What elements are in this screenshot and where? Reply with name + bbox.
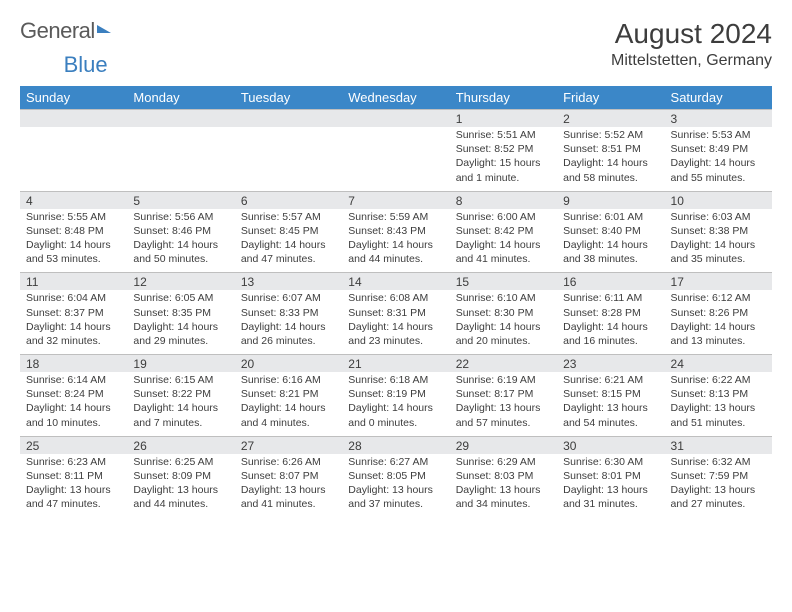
day-number-cell: 5: [127, 191, 234, 209]
week-daynum-row: 123: [20, 110, 772, 128]
day-info-cell: Sunrise: 6:00 AMSunset: 8:42 PMDaylight:…: [450, 209, 557, 273]
day-header: Wednesday: [342, 86, 449, 110]
week-info-row: Sunrise: 5:55 AMSunset: 8:48 PMDaylight:…: [20, 209, 772, 273]
week-info-row: Sunrise: 6:14 AMSunset: 8:24 PMDaylight:…: [20, 372, 772, 436]
day-info-cell: Sunrise: 6:27 AMSunset: 8:05 PMDaylight:…: [342, 454, 449, 518]
day-number-cell: 3: [665, 110, 772, 128]
day-info-cell: Sunrise: 5:56 AMSunset: 8:46 PMDaylight:…: [127, 209, 234, 273]
day-number-cell: [342, 110, 449, 128]
day-number-cell: 19: [127, 355, 234, 373]
day-info-cell: Sunrise: 6:32 AMSunset: 7:59 PMDaylight:…: [665, 454, 772, 518]
week-daynum-row: 18192021222324: [20, 355, 772, 373]
day-number-cell: 11: [20, 273, 127, 291]
day-info-cell: Sunrise: 6:07 AMSunset: 8:33 PMDaylight:…: [235, 290, 342, 354]
day-info-cell: Sunrise: 5:53 AMSunset: 8:49 PMDaylight:…: [665, 127, 772, 191]
day-number-cell: 31: [665, 436, 772, 454]
week-info-row: Sunrise: 6:23 AMSunset: 8:11 PMDaylight:…: [20, 454, 772, 518]
day-number-cell: [127, 110, 234, 128]
week-daynum-row: 11121314151617: [20, 273, 772, 291]
logo-text-blue: Blue: [64, 52, 108, 77]
day-number-cell: 29: [450, 436, 557, 454]
day-info-cell: Sunrise: 6:23 AMSunset: 8:11 PMDaylight:…: [20, 454, 127, 518]
day-number-cell: 22: [450, 355, 557, 373]
day-info-cell: Sunrise: 6:15 AMSunset: 8:22 PMDaylight:…: [127, 372, 234, 436]
day-header: Friday: [557, 86, 664, 110]
day-info-cell: Sunrise: 6:30 AMSunset: 8:01 PMDaylight:…: [557, 454, 664, 518]
day-number-cell: 25: [20, 436, 127, 454]
day-number-cell: 8: [450, 191, 557, 209]
week-daynum-row: 45678910: [20, 191, 772, 209]
day-info-cell: Sunrise: 6:12 AMSunset: 8:26 PMDaylight:…: [665, 290, 772, 354]
day-info-cell: Sunrise: 5:59 AMSunset: 8:43 PMDaylight:…: [342, 209, 449, 273]
day-info-cell: Sunrise: 6:05 AMSunset: 8:35 PMDaylight:…: [127, 290, 234, 354]
day-info-cell: Sunrise: 6:14 AMSunset: 8:24 PMDaylight:…: [20, 372, 127, 436]
logo-text-general: General: [20, 18, 95, 44]
day-info-cell: Sunrise: 6:29 AMSunset: 8:03 PMDaylight:…: [450, 454, 557, 518]
day-info-cell: Sunrise: 5:51 AMSunset: 8:52 PMDaylight:…: [450, 127, 557, 191]
day-info-cell: Sunrise: 6:11 AMSunset: 8:28 PMDaylight:…: [557, 290, 664, 354]
day-number-cell: 28: [342, 436, 449, 454]
day-number-cell: 14: [342, 273, 449, 291]
week-info-row: Sunrise: 5:51 AMSunset: 8:52 PMDaylight:…: [20, 127, 772, 191]
week-daynum-row: 25262728293031: [20, 436, 772, 454]
day-info-cell: Sunrise: 6:22 AMSunset: 8:13 PMDaylight:…: [665, 372, 772, 436]
day-number-cell: 24: [665, 355, 772, 373]
day-number-cell: 18: [20, 355, 127, 373]
day-info-cell: Sunrise: 5:57 AMSunset: 8:45 PMDaylight:…: [235, 209, 342, 273]
calendar-table: SundayMondayTuesdayWednesdayThursdayFrid…: [20, 86, 772, 517]
day-info-cell: [127, 127, 234, 191]
day-number-cell: 26: [127, 436, 234, 454]
day-number-cell: 6: [235, 191, 342, 209]
week-info-row: Sunrise: 6:04 AMSunset: 8:37 PMDaylight:…: [20, 290, 772, 354]
day-info-cell: Sunrise: 6:04 AMSunset: 8:37 PMDaylight:…: [20, 290, 127, 354]
day-number-cell: 30: [557, 436, 664, 454]
day-number-cell: 23: [557, 355, 664, 373]
day-info-cell: Sunrise: 6:21 AMSunset: 8:15 PMDaylight:…: [557, 372, 664, 436]
logo: General: [20, 18, 111, 44]
day-number-cell: 10: [665, 191, 772, 209]
location-label: Mittelstetten, Germany: [611, 52, 772, 70]
day-number-cell: 1: [450, 110, 557, 128]
day-info-cell: Sunrise: 6:19 AMSunset: 8:17 PMDaylight:…: [450, 372, 557, 436]
calendar-body: 123 Sunrise: 5:51 AMSunset: 8:52 PMDayli…: [20, 110, 772, 518]
day-header: Tuesday: [235, 86, 342, 110]
day-number-cell: 9: [557, 191, 664, 209]
day-number-cell: 21: [342, 355, 449, 373]
day-number-cell: 13: [235, 273, 342, 291]
calendar-page: General August 2024 Mittelstetten, Germa…: [0, 0, 792, 535]
day-number-cell: 2: [557, 110, 664, 128]
day-info-cell: Sunrise: 6:18 AMSunset: 8:19 PMDaylight:…: [342, 372, 449, 436]
day-header: Sunday: [20, 86, 127, 110]
day-number-cell: 17: [665, 273, 772, 291]
day-header: Saturday: [665, 86, 772, 110]
day-info-cell: [342, 127, 449, 191]
day-number-cell: 4: [20, 191, 127, 209]
day-info-cell: Sunrise: 6:03 AMSunset: 8:38 PMDaylight:…: [665, 209, 772, 273]
day-number-cell: 12: [127, 273, 234, 291]
day-info-cell: Sunrise: 6:25 AMSunset: 8:09 PMDaylight:…: [127, 454, 234, 518]
month-title: August 2024: [611, 18, 772, 50]
day-number-cell: 16: [557, 273, 664, 291]
day-number-cell: 27: [235, 436, 342, 454]
day-info-cell: Sunrise: 6:08 AMSunset: 8:31 PMDaylight:…: [342, 290, 449, 354]
title-block: August 2024 Mittelstetten, Germany: [611, 18, 772, 70]
day-info-cell: Sunrise: 6:26 AMSunset: 8:07 PMDaylight:…: [235, 454, 342, 518]
day-number-cell: 7: [342, 191, 449, 209]
day-info-cell: [20, 127, 127, 191]
day-number-cell: [235, 110, 342, 128]
logo-triangle-icon: [97, 25, 111, 33]
day-info-cell: [235, 127, 342, 191]
day-header: Thursday: [450, 86, 557, 110]
day-number-cell: [20, 110, 127, 128]
day-info-cell: Sunrise: 5:55 AMSunset: 8:48 PMDaylight:…: [20, 209, 127, 273]
day-info-cell: Sunrise: 5:52 AMSunset: 8:51 PMDaylight:…: [557, 127, 664, 191]
day-header: Monday: [127, 86, 234, 110]
day-header-row: SundayMondayTuesdayWednesdayThursdayFrid…: [20, 86, 772, 110]
day-info-cell: Sunrise: 6:01 AMSunset: 8:40 PMDaylight:…: [557, 209, 664, 273]
day-info-cell: Sunrise: 6:10 AMSunset: 8:30 PMDaylight:…: [450, 290, 557, 354]
day-number-cell: 20: [235, 355, 342, 373]
day-number-cell: 15: [450, 273, 557, 291]
day-info-cell: Sunrise: 6:16 AMSunset: 8:21 PMDaylight:…: [235, 372, 342, 436]
